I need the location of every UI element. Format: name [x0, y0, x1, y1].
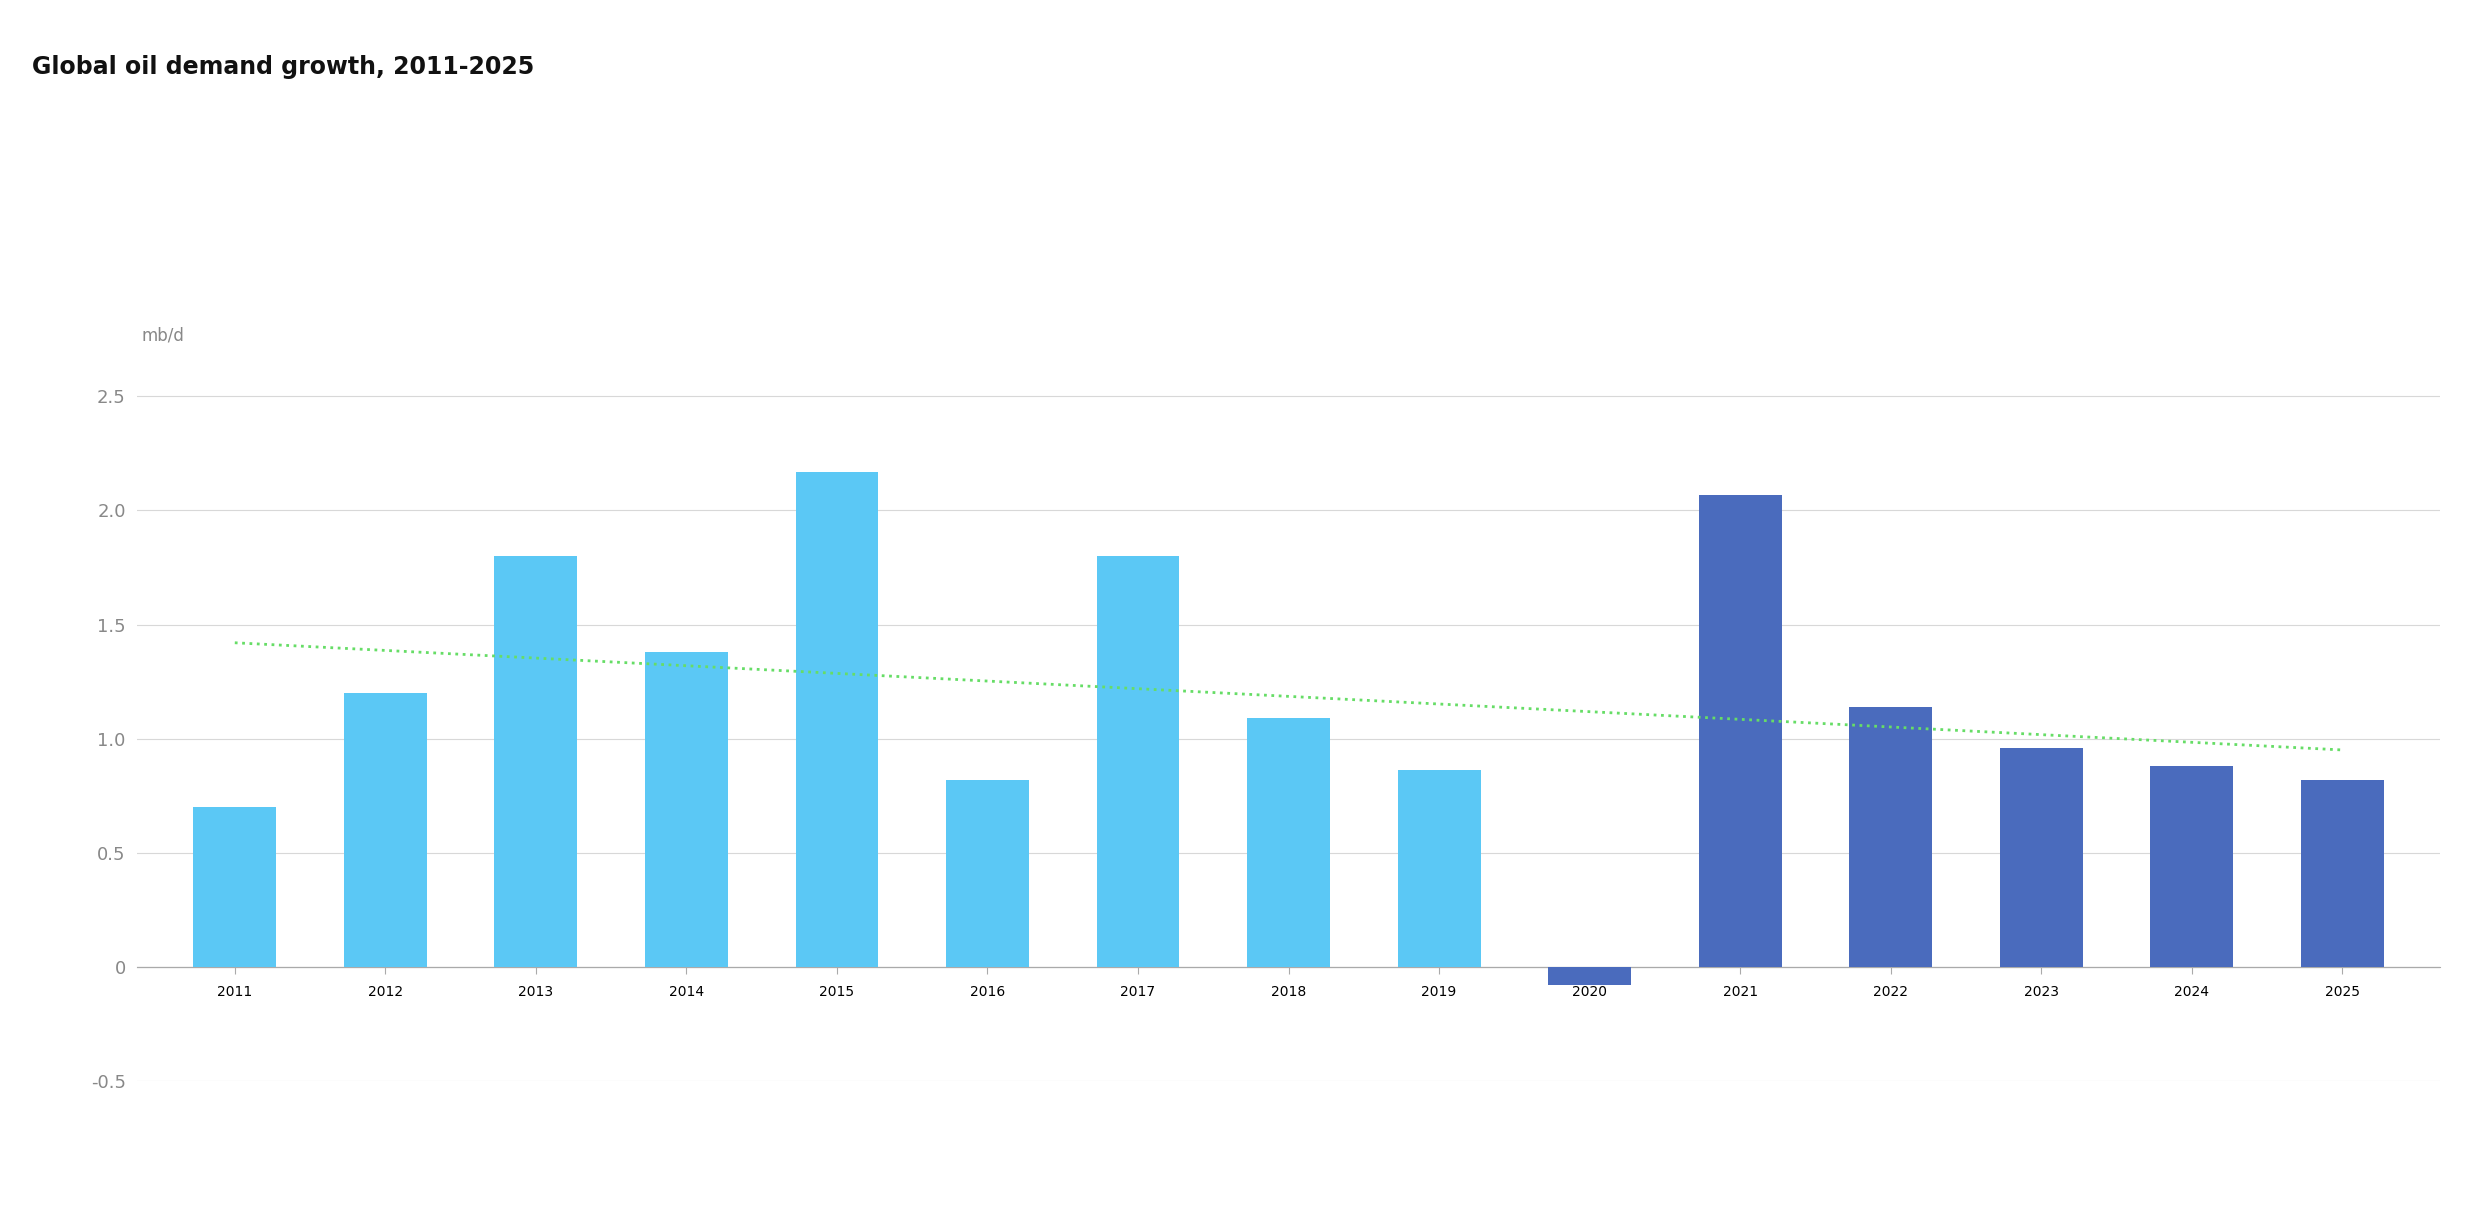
Bar	[797, 472, 879, 966]
Bar	[496, 556, 578, 966]
Bar	[1698, 495, 1780, 966]
Bar	[344, 693, 426, 966]
Bar	[2301, 780, 2383, 966]
Text: mb/d: mb/d	[142, 327, 184, 345]
Bar	[2151, 766, 2234, 966]
Bar	[946, 780, 1028, 966]
Bar	[194, 807, 276, 966]
Bar	[645, 652, 727, 966]
Bar	[1999, 748, 2082, 966]
Bar	[1397, 770, 1482, 966]
Bar	[1850, 706, 1932, 966]
Bar	[1247, 718, 1330, 966]
Bar	[1096, 556, 1180, 966]
Bar	[1549, 966, 1631, 985]
Text: Global oil demand growth, 2011-2025: Global oil demand growth, 2011-2025	[32, 55, 535, 80]
